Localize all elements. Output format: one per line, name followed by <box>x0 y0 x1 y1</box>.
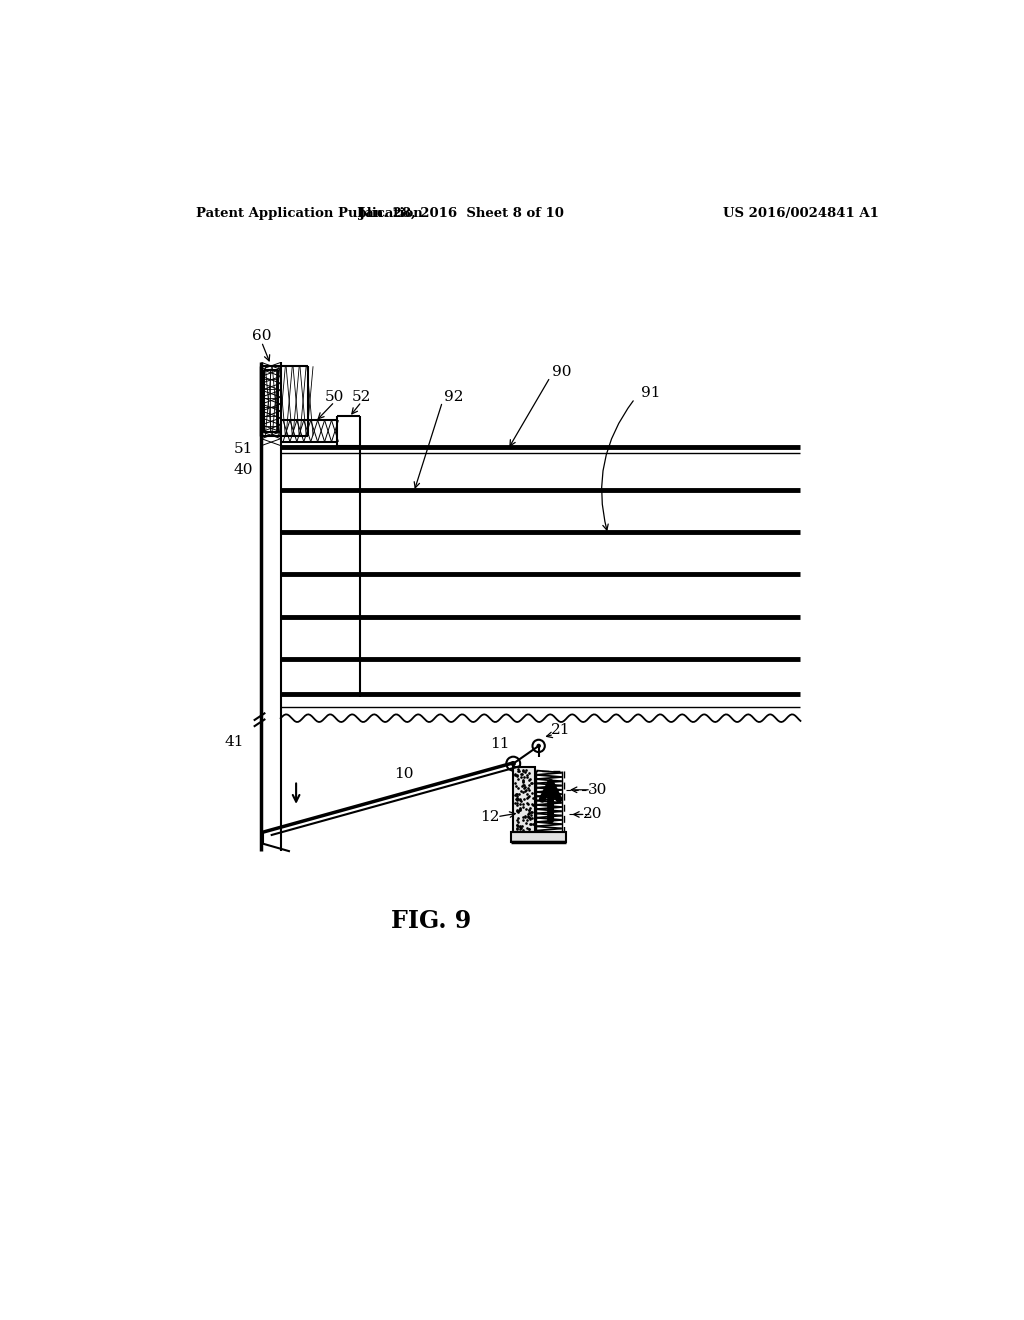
Text: 50: 50 <box>325 391 344 404</box>
Text: 10: 10 <box>394 767 414 781</box>
Text: 40: 40 <box>234 463 254 478</box>
Text: 92: 92 <box>444 391 464 404</box>
Text: 11: 11 <box>490 737 510 751</box>
Text: 41: 41 <box>224 735 245 748</box>
Circle shape <box>511 762 515 766</box>
Text: 20: 20 <box>583 808 602 821</box>
Text: 52: 52 <box>352 391 372 404</box>
Text: FIG. 9: FIG. 9 <box>391 908 471 933</box>
Bar <box>511 832 566 842</box>
Circle shape <box>538 744 541 747</box>
Text: 91: 91 <box>641 387 660 400</box>
Text: 21: 21 <box>551 723 570 737</box>
Text: US 2016/0024841 A1: US 2016/0024841 A1 <box>723 207 879 220</box>
Bar <box>513 767 535 832</box>
Text: Patent Application Publication: Patent Application Publication <box>196 207 423 220</box>
Text: 60: 60 <box>252 329 271 342</box>
Text: 12: 12 <box>480 809 500 824</box>
Text: 30: 30 <box>588 783 607 797</box>
Text: 51: 51 <box>234 442 253 455</box>
Bar <box>513 771 564 838</box>
Text: Jan. 28, 2016  Sheet 8 of 10: Jan. 28, 2016 Sheet 8 of 10 <box>359 207 564 220</box>
Text: 90: 90 <box>552 366 571 379</box>
